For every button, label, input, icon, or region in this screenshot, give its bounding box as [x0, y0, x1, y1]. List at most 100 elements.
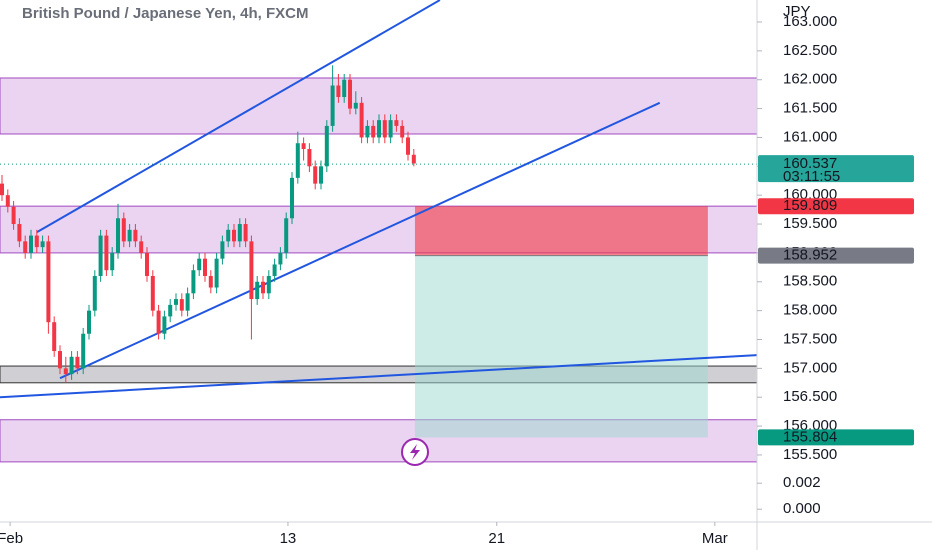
- candle-body: [237, 224, 242, 242]
- candle-body: [185, 293, 190, 311]
- candle-body: [133, 229, 138, 242]
- candle-body: [87, 310, 92, 334]
- y-tick-label: 161.500: [783, 100, 837, 117]
- y-tick-label: 162.500: [783, 42, 837, 59]
- candle-body: [174, 299, 179, 305]
- candle-body: [324, 125, 329, 167]
- indicator-tick-label: 0.002: [783, 474, 821, 491]
- candle-body: [313, 166, 318, 184]
- candle-body: [121, 218, 126, 242]
- candle-body: [145, 252, 150, 276]
- y-tick-label: 163.000: [783, 13, 837, 30]
- candle-body: [261, 281, 266, 294]
- candle-body: [353, 102, 358, 109]
- candle-body: [40, 241, 45, 248]
- candle-body: [371, 125, 376, 138]
- candle-body: [5, 195, 10, 207]
- lightning-icon[interactable]: [401, 438, 429, 466]
- candle-body: [34, 235, 39, 248]
- price-axis: 163.000 162.500 162.000 161.500 161.000 160.5…: [757, 13, 914, 517]
- candle-body: [400, 125, 405, 138]
- candle-body: [226, 229, 231, 242]
- candle-body: [58, 351, 63, 369]
- x-tick-label: 13: [280, 530, 297, 547]
- last-price-bg: [758, 155, 914, 183]
- candle-body: [272, 264, 277, 276]
- chart-title: British Pound / Japanese Yen, 4h, FXCM: [22, 5, 308, 22]
- candle-body: [284, 218, 289, 253]
- icon-bolt[interactable]: [410, 444, 420, 460]
- candle-body: [249, 241, 254, 300]
- currency-label: JPY: [783, 3, 811, 20]
- entry-label: 158.952: [783, 247, 837, 264]
- candle-body: [278, 252, 283, 265]
- candle-body: [104, 235, 109, 271]
- candle-body: [365, 125, 370, 138]
- candle-body: [406, 137, 411, 155]
- candle-body: [290, 177, 295, 219]
- candle-body: [197, 258, 202, 271]
- candle-body: [330, 85, 335, 126]
- stop-label: 159.809: [783, 197, 837, 214]
- trend-line: [36, 0, 441, 233]
- candle-body: [342, 79, 347, 98]
- x-tick-label: 21: [488, 530, 505, 547]
- candle-body: [377, 120, 382, 138]
- candle-body: [63, 368, 68, 375]
- candle-body: [301, 143, 306, 149]
- target-area: [414, 255, 708, 438]
- candle-body: [191, 270, 196, 294]
- candle-body: [359, 102, 364, 138]
- candle-body: [220, 241, 225, 259]
- candle-body: [243, 224, 248, 242]
- target-label-bg: [758, 429, 914, 446]
- x-tick-label: Feb: [0, 530, 23, 547]
- candle-body: [29, 235, 34, 253]
- candle-body: [394, 120, 399, 126]
- candle-body: [411, 154, 416, 164]
- entry-label-bg: [758, 247, 914, 264]
- candle-body: [388, 120, 393, 138]
- candle-body: [127, 229, 132, 242]
- candle-body: [336, 85, 341, 98]
- y-tick-label: 156.500: [783, 388, 837, 405]
- y-tick-label: 158.500: [783, 273, 837, 290]
- candle-body: [319, 166, 324, 184]
- candle-body: [23, 241, 28, 253]
- stop-area: [414, 206, 708, 256]
- candle-body: [179, 299, 184, 311]
- candle-body: [156, 310, 161, 334]
- candle-body: [81, 333, 86, 369]
- candle-body: [92, 275, 97, 311]
- candle-body: [69, 356, 74, 375]
- candle-body: [110, 252, 115, 271]
- x-tick-label: Mar: [702, 530, 728, 547]
- candle-body: [139, 241, 144, 253]
- candle-body: [208, 275, 213, 288]
- last-price-label: 160.537: [783, 155, 837, 172]
- countdown-label: 03:11:55: [783, 168, 840, 185]
- candle-body: [46, 241, 51, 323]
- y-tick-label: 162.000: [783, 71, 837, 88]
- candle-body: [255, 281, 260, 300]
- candle-body: [75, 356, 80, 369]
- candle-body: [232, 229, 237, 242]
- candle-body: [150, 275, 155, 311]
- stop-label-bg: [758, 198, 914, 215]
- y-tick-label: 159.500: [783, 215, 837, 232]
- candle-body: [11, 206, 16, 225]
- candle-body: [382, 120, 387, 138]
- target-label: 155.804: [783, 428, 837, 445]
- y-tick-label: 158.000: [783, 302, 837, 319]
- candle-body: [52, 322, 57, 352]
- y-tick-label: 157.500: [783, 330, 837, 347]
- candle-body: [98, 235, 103, 276]
- candle-body: [168, 304, 173, 317]
- candle-body: [307, 148, 312, 167]
- y-tick-label: 155.500: [783, 446, 837, 463]
- candle-body: [266, 275, 271, 294]
- candle-body: [116, 218, 121, 253]
- indicator-tick-label: 0.000: [783, 500, 821, 517]
- candle-body: [295, 143, 300, 178]
